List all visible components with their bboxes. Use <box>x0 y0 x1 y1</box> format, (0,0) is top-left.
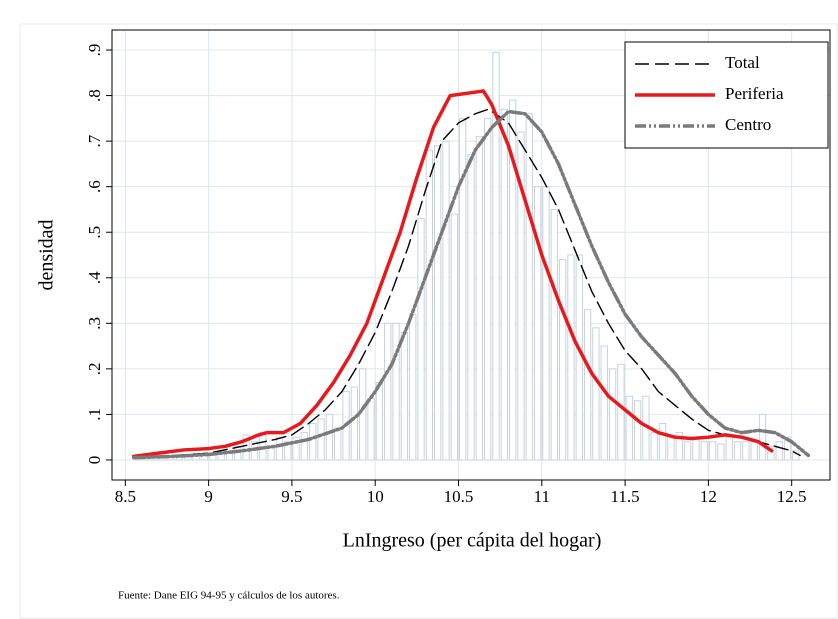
histogram-bar <box>450 213 459 461</box>
histogram-bar <box>625 395 633 461</box>
histogram-bar <box>409 313 417 461</box>
plot-frame <box>111 29 831 481</box>
histogram-bar <box>284 441 292 461</box>
histogram-bar <box>692 436 700 461</box>
legend-label: Total <box>725 53 760 72</box>
x-tick-label: 11 <box>534 487 550 506</box>
histogram-bar <box>459 117 467 461</box>
x-tick-label: 11.5 <box>611 487 640 506</box>
y-tick-label: .2 <box>85 362 104 375</box>
histogram-bar <box>275 436 284 461</box>
histogram-bar <box>442 140 450 461</box>
histogram-bar <box>583 309 592 461</box>
histogram-bar <box>600 345 608 461</box>
y-tick-label: .3 <box>85 317 104 330</box>
histogram-bar <box>400 331 409 461</box>
histogram-bar <box>475 136 483 461</box>
histogram-bar <box>508 99 517 461</box>
histogram-bar <box>733 441 742 461</box>
histogram-bar <box>317 418 325 461</box>
histogram-bar <box>667 436 675 461</box>
histogram-bar <box>425 149 434 461</box>
histogram-bar <box>658 423 667 461</box>
histogram-bar <box>334 427 342 461</box>
x-axis-label: LnIngreso (per cápita del hogar) <box>343 530 602 552</box>
histogram-bar <box>542 186 550 461</box>
y-tick-label: .4 <box>85 271 104 284</box>
y-tick-label: .7 <box>85 134 104 147</box>
histogram-bar <box>633 400 642 461</box>
density-line <box>131 109 811 460</box>
histogram-bar <box>367 397 375 461</box>
histogram-bar <box>708 441 717 461</box>
histogram-bar <box>359 368 367 461</box>
x-tick-label: 10.5 <box>444 487 474 506</box>
histogram-bar <box>417 218 425 461</box>
density-line <box>131 89 774 459</box>
histogram-bar <box>309 423 317 461</box>
y-tick-label: .9 <box>85 44 104 57</box>
x-tick-label: 10 <box>367 487 384 506</box>
histogram-bar <box>617 363 625 461</box>
histogram-bar <box>525 113 533 461</box>
histogram-bar <box>592 327 600 461</box>
source-note: Fuente: Dane EIG 94-95 y cálculos de los… <box>118 590 340 602</box>
legend-label: Centro <box>725 115 771 134</box>
y-axis-label: densidad <box>36 219 58 290</box>
x-tick-label: 12.5 <box>777 487 807 506</box>
figure-frame <box>19 23 838 619</box>
x-tick-label: 8.5 <box>115 487 136 506</box>
histogram-bar <box>325 413 334 461</box>
histogram-bar <box>292 436 300 461</box>
x-tick-label: 9 <box>204 487 213 506</box>
histogram-bar <box>683 441 692 461</box>
histogram-bar <box>550 208 558 461</box>
histogram-bar <box>483 117 492 461</box>
histogram-bar <box>758 413 767 461</box>
histogram-bar <box>392 322 400 461</box>
y-tick-label: .1 <box>85 408 104 421</box>
histogram-bar <box>384 322 392 461</box>
histogram-bar <box>608 368 617 461</box>
y-tick-label: 0 <box>85 456 104 465</box>
x-tick-label: 12 <box>700 487 717 506</box>
histogram-bar <box>350 386 359 461</box>
histogram-bar <box>742 441 750 461</box>
x-tick-label: 9.5 <box>281 487 302 506</box>
histogram-bar <box>517 131 525 461</box>
histogram-bar <box>725 436 733 461</box>
histogram-bar <box>533 186 542 461</box>
y-tick-label: .5 <box>85 226 104 239</box>
histogram-bar <box>242 434 250 461</box>
histogram-bar <box>558 259 567 461</box>
histogram-bar <box>750 441 758 461</box>
legend-label: Periferia <box>725 84 784 103</box>
histogram-bar <box>717 443 725 461</box>
histogram-bar <box>300 432 309 461</box>
histogram-bar <box>767 445 775 461</box>
histogram-bar <box>650 432 658 461</box>
y-tick-label: .6 <box>85 180 104 193</box>
histogram-bar <box>500 108 508 461</box>
histogram-bar <box>375 382 384 461</box>
density-line <box>132 108 801 459</box>
histogram-bar <box>467 154 475 461</box>
y-tick-label: .8 <box>85 89 104 102</box>
histogram-bar <box>492 51 500 461</box>
histogram-bar <box>700 441 708 461</box>
histogram-bar <box>675 432 683 461</box>
histogram-bar <box>434 145 442 461</box>
histogram-bar <box>775 441 783 461</box>
histogram-bar <box>567 254 575 461</box>
